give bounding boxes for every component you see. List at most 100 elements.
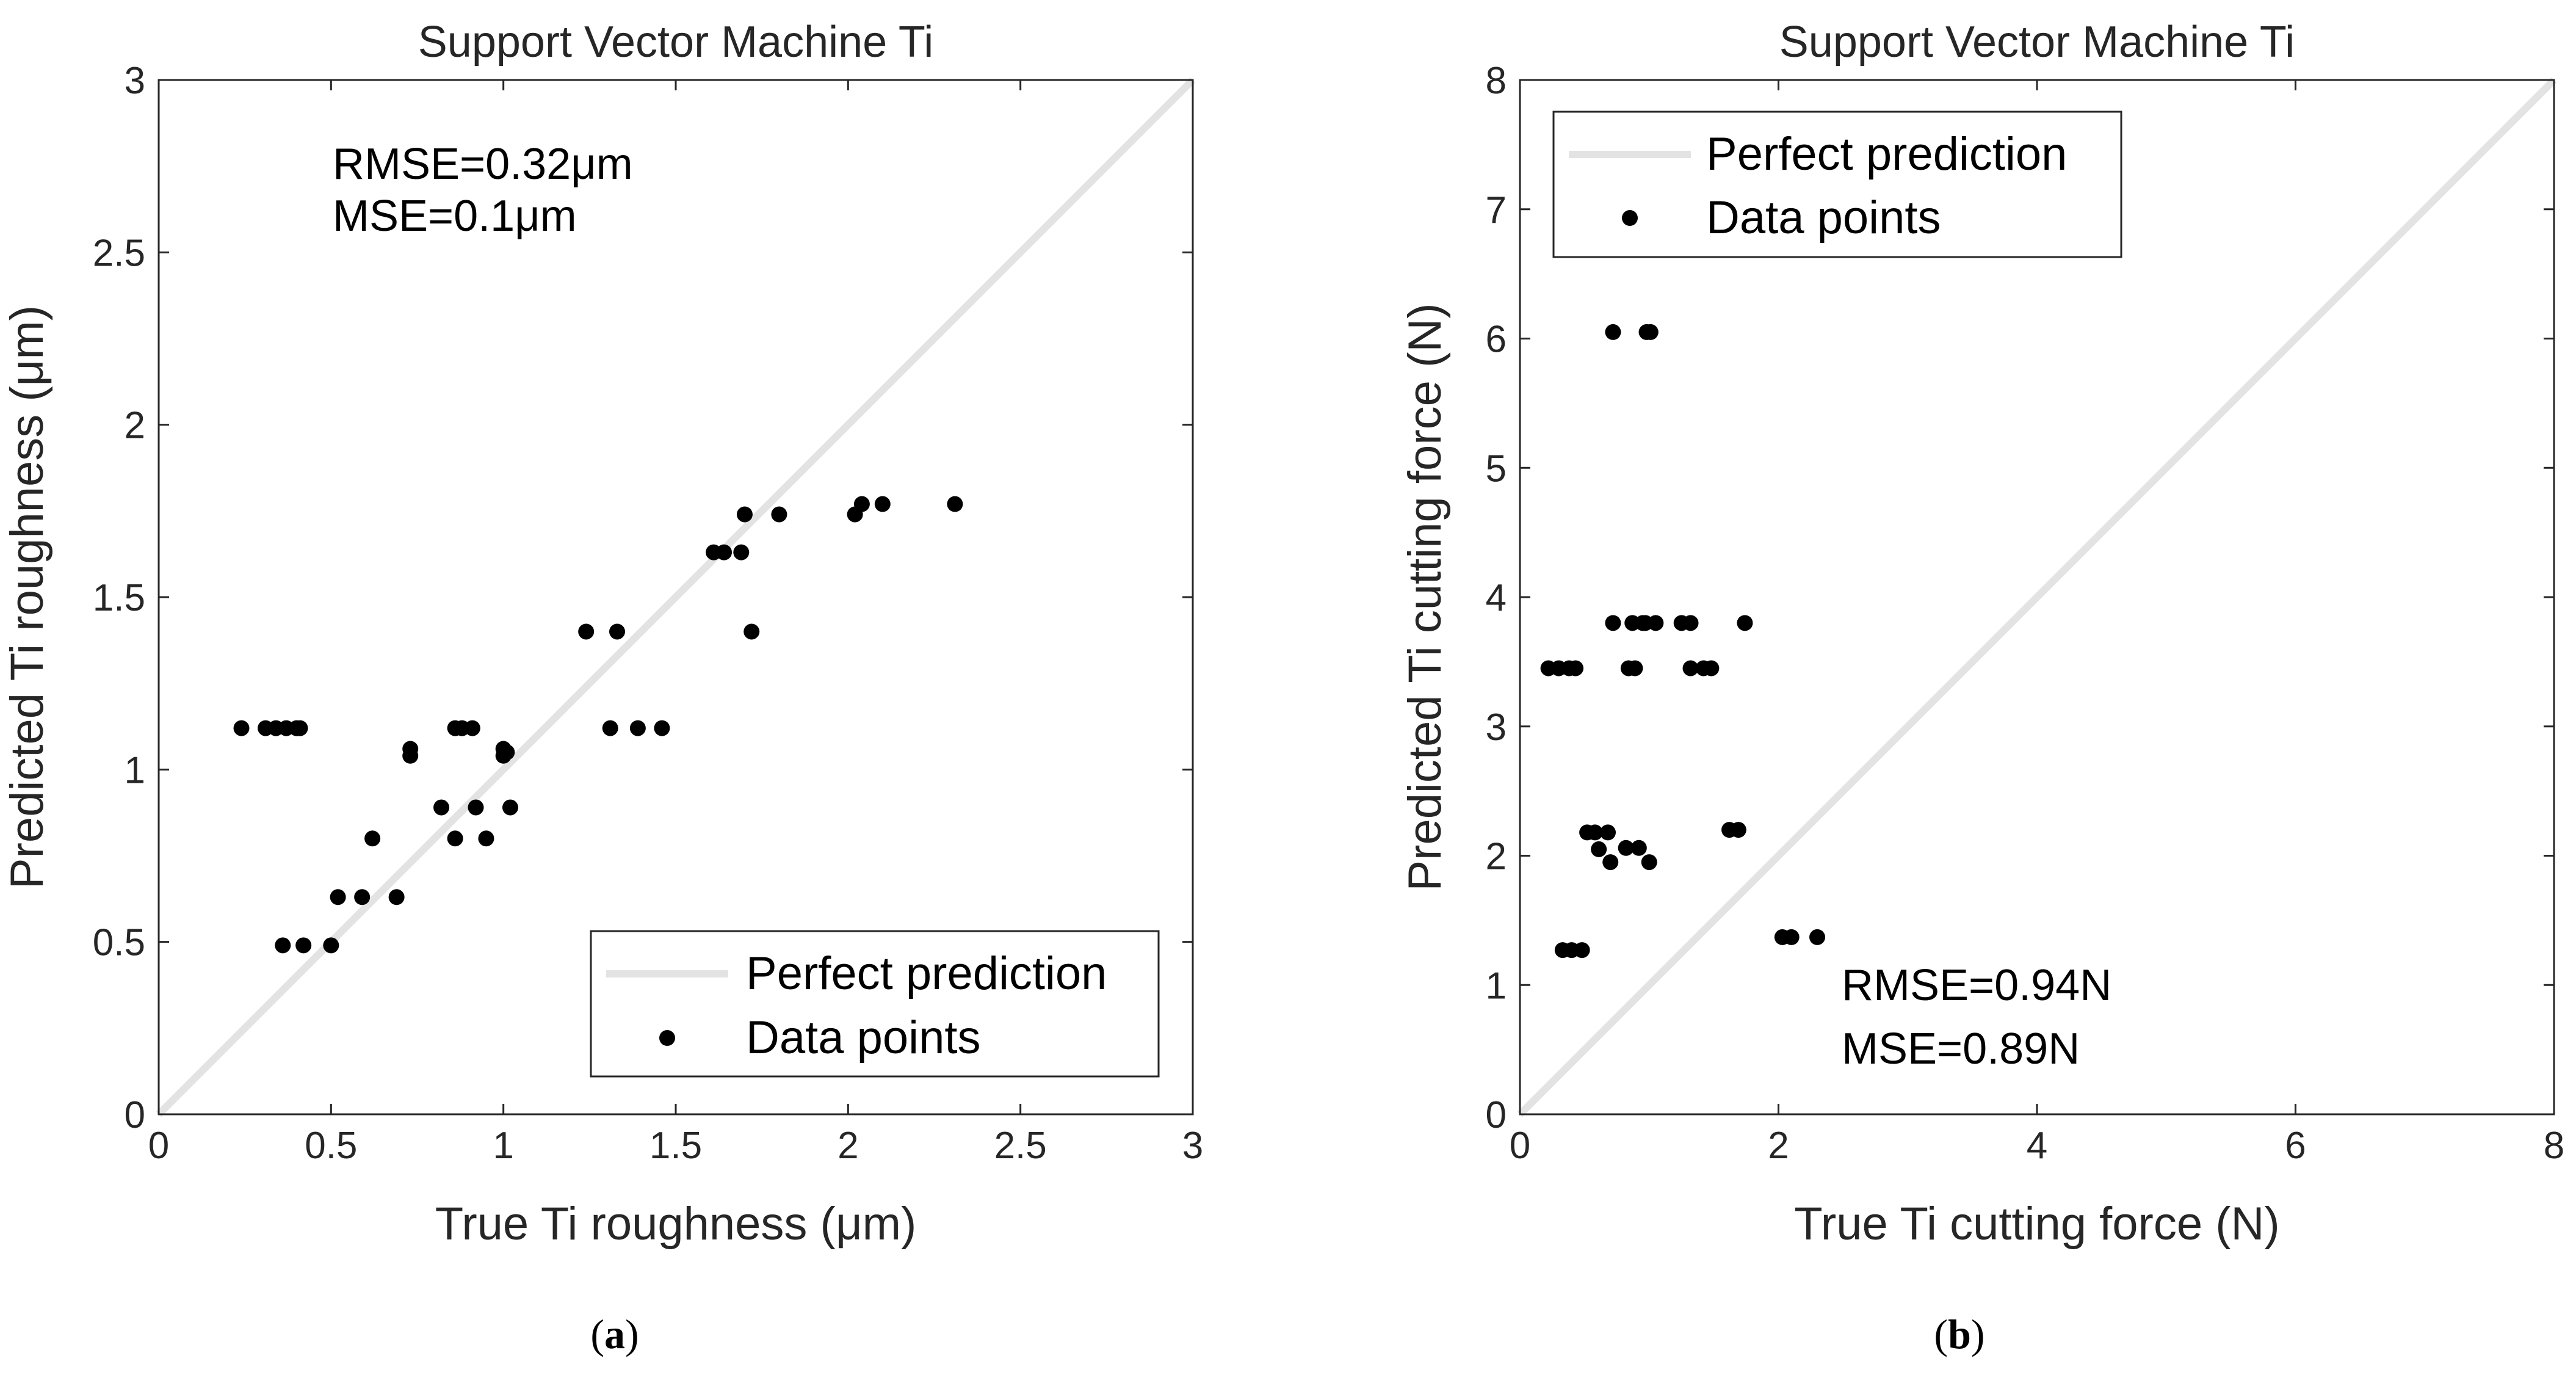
x-axis-label-b: True Ti cutting force (N) [1794,1198,2279,1250]
data-point-b [1568,660,1584,677]
y-tick-label-a: 3 [125,60,145,102]
caption-close-a: ) [625,1311,639,1357]
data-point-a [433,799,450,816]
data-point-a [330,889,346,905]
data-point-a [609,623,626,640]
chart-b: 0 2 4 6 8 0 1 2 3 4 5 6 7 8 Support Vector Machine Ti… [1399,18,2564,1357]
y-tick-label-b: 4 [1486,577,1507,619]
x-tick-label-a: 3 [1182,1125,1203,1167]
data-point-a [743,623,760,640]
caption-open-b: ( [1934,1311,1948,1357]
x-tick-label-b: 0 [1510,1125,1530,1167]
y-tick-label-b: 5 [1486,448,1507,490]
x-tick-label-b: 2 [1768,1125,1789,1167]
x-tick-label-b: 6 [2285,1125,2306,1167]
data-point-b [1602,854,1619,871]
x-tick-label-b: 4 [2027,1125,2047,1167]
mse-annotation-b: MSE=0.89N [1842,1025,2080,1073]
y-axis-label-b: Predicted Ti cutting force (N) [1399,303,1451,891]
y-tick-label-b: 1 [1486,965,1507,1007]
data-point-a [323,937,339,954]
legend-box-b [1552,111,2122,258]
y-tick-label-b: 7 [1486,189,1507,231]
caption-letter-b: b [1948,1311,1971,1357]
data-point-b [1783,929,1800,945]
data-point-b [1618,840,1634,856]
x-tick-label-a: 0 [148,1125,169,1167]
x-tick-label-a: 1.5 [649,1125,702,1167]
legend-label-perfect-a: Perfect prediction [746,948,1107,1000]
data-point-a [602,720,618,736]
y-tick-label-b: 3 [1486,706,1507,749]
panel-caption-a: (a) [590,1311,639,1357]
data-point-a [354,889,371,905]
x-tick-label-a: 2 [838,1125,858,1167]
legend-a: Perfect prediction Data points [590,930,1160,1078]
data-point-a [771,506,787,523]
data-point-b [1586,824,1603,841]
legend-label-data-b: Data points [1706,192,1941,244]
caption-close-b: ) [1971,1311,1985,1357]
x-tick-label-a: 1 [493,1125,513,1167]
data-point-b [1682,660,1699,677]
y-tick-label-a: 0 [125,1094,145,1136]
data-point-b [1737,615,1753,631]
caption-letter-a: a [604,1311,625,1357]
data-point-a [402,741,419,757]
mse-annotation-a: MSE=0.1μm [333,192,577,241]
x-tick-label-a: 2.5 [994,1125,1047,1167]
data-point-a [275,937,291,954]
legend-point-swatch-b [1622,210,1638,226]
data-point-a [499,744,515,761]
data-point-b [1627,660,1643,677]
perfect-prediction-line-b [1517,77,2557,1117]
data-point-b [1703,660,1720,677]
rmse-annotation-b: RMSE=0.94N [1842,961,2111,1010]
chart-title-a: Support Vector Machine Ti [418,18,933,67]
data-point-b [1630,840,1647,856]
y-tick-label-b: 6 [1486,319,1507,361]
tick-group-b: 0 2 4 6 8 0 1 2 3 4 5 6 7 8 [1486,60,2565,1167]
data-point-a [578,623,595,640]
data-point-b [1642,324,1659,340]
chart-a: 0 0.5 1 1.5 2 2.5 3 0 0.5 1 1.5 2 2.5 3 Support Vecto… [1,18,1203,1357]
data-point-a [364,830,381,847]
y-tick-label-a: 1.5 [93,577,145,619]
data-point-a [947,496,963,512]
data-point-a [853,496,870,512]
y-tick-label-a: 2 [125,405,145,447]
data-point-a [733,544,750,561]
data-point-a [502,799,518,816]
data-point-a [716,544,733,561]
data-point-a [464,720,480,736]
tick-group-a: 0 0.5 1 1.5 2 2.5 3 0 0.5 1 1.5 2 2.5 3 [93,60,1203,1167]
axes-box-b [1519,79,2555,1116]
y-tick-label-a: 0.5 [93,922,145,964]
rmse-annotation-a: RMSE=0.32μm [333,140,633,189]
legend-box-a [590,930,1160,1078]
data-point-b [1635,615,1651,631]
data-point-b [1605,324,1621,340]
x-tick-label-b: 8 [2544,1125,2564,1167]
x-axis-label-a: True Ti roughness (μm) [435,1198,917,1250]
data-point-a [233,720,250,736]
legend-b: Perfect prediction Data points [1552,111,2122,258]
data-point-b [1599,824,1616,841]
legend-label-data-a: Data points [746,1012,980,1064]
data-point-b [1605,615,1621,631]
data-point-a [295,937,312,954]
data-point-a [629,720,646,736]
data-point-a [388,889,405,905]
data-point-b [1730,822,1746,838]
data-point-b [1574,942,1590,959]
data-point-b [1591,841,1607,857]
data-marks-b [1517,77,2557,1117]
y-axis-label-a: Predicted Ti roughness (μm) [1,305,53,889]
y-tick-label-b: 8 [1486,60,1507,102]
data-marks-a [156,77,1196,1117]
panel-caption-b: (b) [1934,1311,1984,1357]
y-tick-label-a: 2.5 [93,232,145,274]
caption-open-a: ( [590,1311,604,1357]
data-point-b [1682,615,1699,631]
